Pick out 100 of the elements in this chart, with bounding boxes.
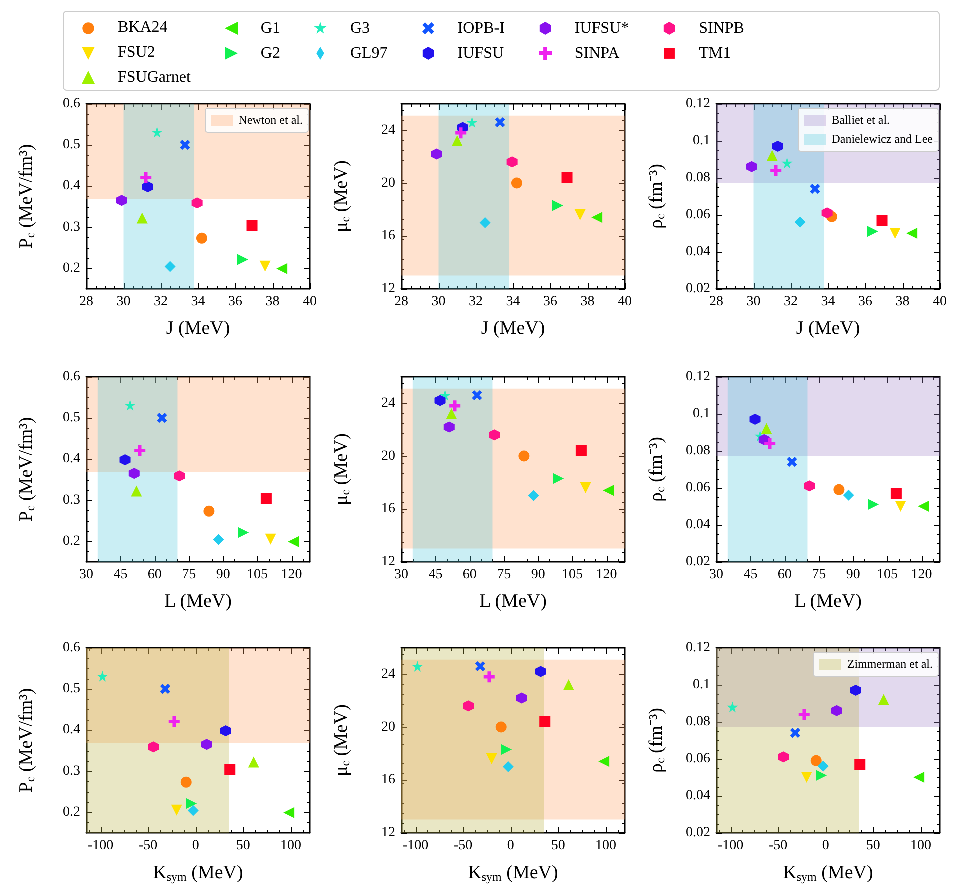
point (552, 200, 564, 212)
point (540, 716, 551, 728)
y-tick-label: 0.6 (63, 96, 80, 112)
point (475, 661, 486, 672)
x-tick-label: 30 (432, 294, 446, 310)
point (895, 501, 906, 512)
y-axis-title: ρc (fm⁻³) (646, 708, 668, 774)
x-tick-label: -100 (718, 838, 744, 854)
x-tick-label: -100 (402, 838, 429, 854)
x-tick-label: 60 (462, 568, 477, 582)
point (778, 752, 790, 763)
legend-label: BKA24 (118, 19, 168, 38)
y-tick-label: 0.6 (63, 370, 80, 384)
point (562, 172, 573, 184)
x-tick-label: 50 (866, 838, 880, 854)
point (284, 807, 295, 818)
legend-label: FSU2 (118, 44, 156, 62)
point (192, 198, 203, 209)
point (843, 490, 854, 501)
point (452, 136, 463, 146)
point (164, 261, 176, 272)
point (412, 661, 424, 672)
y-axis-title: ρc (fm⁻³) (646, 436, 668, 502)
y-axis-title: μc (MeV) (331, 434, 352, 506)
x-tick-label: 36 (858, 294, 872, 310)
point (516, 692, 528, 704)
point (770, 165, 782, 176)
point (810, 755, 822, 766)
point (196, 232, 208, 244)
point (204, 506, 215, 517)
point (431, 148, 442, 160)
point (854, 759, 866, 770)
x-tick-label: 100 (910, 838, 932, 854)
point (818, 760, 829, 772)
y-tick-label: 16 (382, 772, 396, 788)
point (890, 228, 901, 239)
x-tick-label: 90 (846, 568, 860, 582)
point (484, 672, 495, 683)
point (136, 212, 148, 224)
y-tick-label: 12 (382, 282, 396, 296)
point (890, 488, 902, 500)
x-tick-label: 105 (562, 568, 584, 582)
y-tick-label: 0.4 (63, 722, 80, 738)
y-tick-label: 0.04 (686, 788, 710, 804)
x-tick-label: -50 (768, 838, 788, 854)
band-label: Newton et al. (238, 112, 303, 129)
x-tick-label: 38 (580, 294, 595, 310)
x-tick-label: 50 (236, 838, 250, 854)
y-tick-label: 0.1 (693, 678, 710, 692)
point (168, 716, 180, 728)
x-tick-label: 30 (116, 294, 131, 310)
point (463, 700, 474, 712)
point (213, 534, 224, 546)
x-tick-label: 0 (192, 838, 200, 854)
x-tick-label: 60 (148, 568, 162, 582)
x-tick-label: 40 (303, 294, 317, 310)
y-tick-label: 16 (382, 228, 396, 244)
y-tick-label: 0.08 (686, 170, 710, 186)
point (535, 666, 546, 678)
point (486, 754, 498, 764)
x-tick-label: -50 (454, 838, 473, 854)
point (456, 128, 467, 139)
x-tick-label: 40 (933, 294, 947, 310)
y-tick-label: 24 (382, 396, 396, 411)
y-tick-label: 0.02 (686, 554, 710, 570)
y-tick-label: 0.2 (63, 534, 80, 549)
x-tick-label: 50 (551, 838, 566, 854)
x-axis-title: J (MeV) (166, 318, 230, 339)
point (816, 770, 828, 782)
point (563, 680, 574, 690)
point (918, 501, 930, 512)
point (444, 422, 455, 433)
point (201, 739, 212, 750)
x-tick-label: 105 (247, 568, 268, 582)
point (518, 450, 530, 462)
y-tick-label: 0.5 (63, 138, 80, 153)
x-tick-label: 30 (394, 568, 408, 582)
point (160, 684, 170, 694)
legend-label: G2 (260, 44, 280, 62)
point (237, 254, 248, 266)
legend-label: TM1 (699, 44, 732, 62)
point (553, 473, 564, 484)
x-tick-label: -50 (138, 838, 158, 854)
y-tick-label: 0.3 (63, 764, 80, 779)
point (727, 702, 738, 713)
legend-label: IUFSU (458, 44, 504, 62)
x-tick-label: 30 (710, 568, 724, 582)
point (834, 484, 845, 496)
x-tick-label: 75 (497, 568, 512, 582)
y-tick-label: 0.3 (63, 492, 80, 508)
y-tick-label: 16 (382, 502, 396, 517)
x-axis-title: L (MeV) (794, 591, 862, 612)
point (128, 468, 140, 480)
point (288, 536, 300, 548)
point (131, 486, 142, 497)
x-tick-label: 75 (812, 568, 826, 582)
point (876, 215, 888, 226)
band-label: Zimmerman et al. (847, 656, 933, 673)
legend-label: IUFSU* (574, 20, 630, 38)
point (446, 408, 458, 420)
